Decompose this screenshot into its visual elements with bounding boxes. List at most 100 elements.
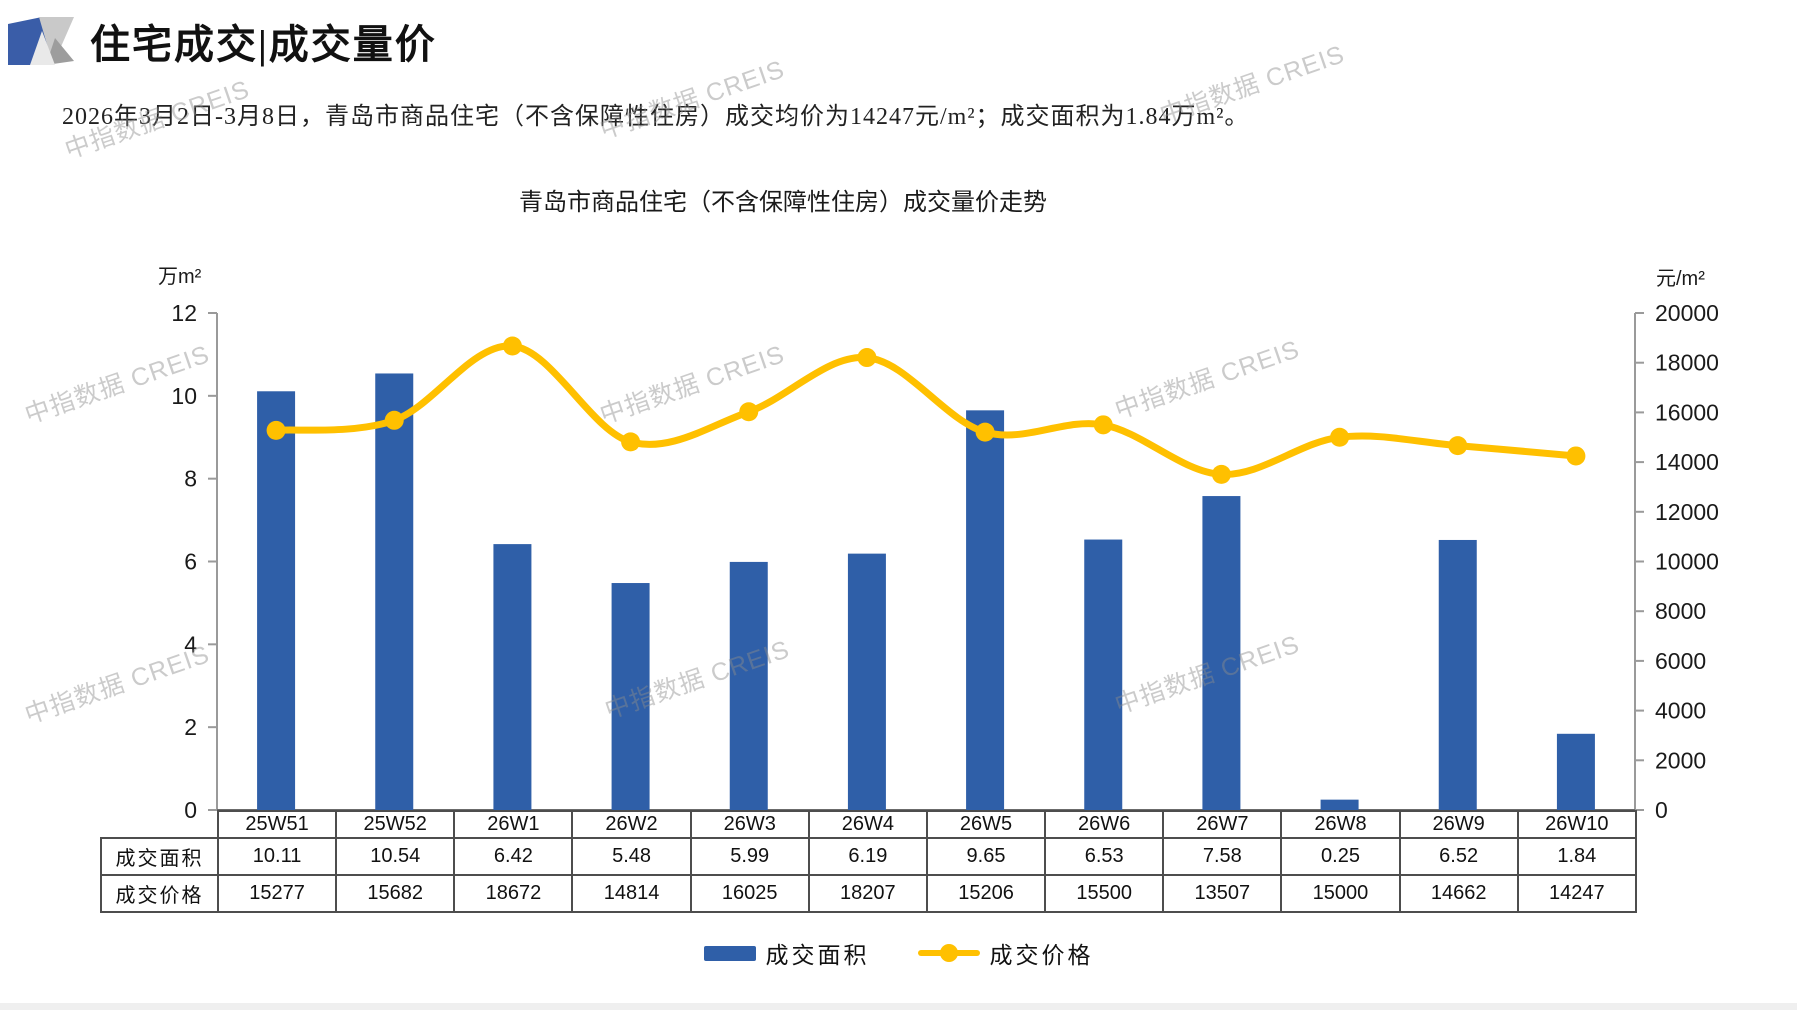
category-label: 25W51	[216, 810, 338, 839]
chart-legend: 成交面积 成交价格	[0, 936, 1797, 970]
category-label: 26W5	[925, 810, 1047, 839]
legend-item-area: 成交面积	[703, 936, 870, 970]
price-marker-26W2	[621, 432, 641, 452]
table-cell: 13507	[1162, 874, 1283, 913]
table-cell: 15682	[335, 874, 456, 913]
price-marker-26W3	[739, 402, 759, 422]
bar-25W51	[257, 391, 296, 810]
category-label: 26W4	[807, 810, 928, 839]
table-row: 成交面积 10.11 10.54 6.42 5.48 5.99 6.19 9.65 6.53 7.…	[100, 837, 1637, 876]
chart-title: 青岛市商品住宅（不含保障性住房）成交量价走势	[519, 190, 1047, 216]
table-cell: 1.84	[1516, 837, 1637, 876]
left-tick-label: 10	[171, 383, 197, 409]
table-cell: 6.53	[1044, 837, 1165, 876]
right-tick-label: 2000	[1655, 747, 1706, 773]
price-marker-26W8	[1330, 427, 1350, 447]
summary-text: 2026年3月2日-3月8日，青岛市商品住宅（不含保障性住房）成交均价为1424…	[62, 104, 1250, 130]
legend-label-area: 成交面积	[765, 943, 870, 968]
category-label: 26W3	[689, 810, 810, 839]
category-label: 25W52	[335, 810, 456, 839]
bar-26W2	[611, 583, 650, 810]
table-cell: 6.42	[453, 837, 574, 876]
table-cell: 0.25	[1280, 837, 1401, 876]
table-cell: 9.65	[925, 837, 1047, 876]
table-cell: 14814	[571, 874, 692, 913]
table-cell: 10.11	[216, 837, 338, 876]
legend-label-price: 成交价格	[989, 943, 1094, 968]
area-bars	[257, 373, 1595, 810]
right-tick-label: 20000	[1655, 300, 1719, 326]
category-label: 26W8	[1280, 810, 1401, 839]
left-tick-label: 2	[184, 714, 197, 740]
category-label: 26W6	[1044, 810, 1165, 839]
right-tick-label: 10000	[1655, 549, 1719, 575]
price-marker-26W6	[1093, 415, 1113, 435]
bar-26W1	[493, 544, 532, 810]
table-cell: 6.52	[1398, 837, 1519, 876]
row-header: 成交面积	[100, 837, 219, 876]
price-marker-26W10	[1566, 446, 1586, 466]
left-axis-unit-label: 万m²	[158, 266, 202, 288]
price-markers	[266, 336, 1586, 484]
bar-26W5	[966, 410, 1005, 810]
category-label: 26W2	[571, 810, 692, 839]
left-tick-label: 8	[184, 466, 197, 492]
table-cell: 15277	[216, 874, 338, 913]
creis-logo-icon	[8, 17, 74, 65]
right-tick-label: 14000	[1655, 449, 1719, 475]
page-header: 住宅成交|成交量价	[8, 12, 437, 70]
table-cell: 7.58	[1162, 837, 1283, 876]
bar-26W6	[1084, 539, 1123, 810]
right-tick-label: 6000	[1655, 648, 1706, 674]
table-row-categories: 25W51 25W52 26W1 26W2 26W3 26W4 26W5 26W6 26W7 26…	[101, 810, 1637, 839]
right-tick-label: 16000	[1655, 399, 1719, 425]
price-marker-25W52	[384, 410, 404, 430]
left-tick-label: 4	[184, 631, 197, 657]
legend-item-price: 成交价格	[917, 936, 1094, 970]
page-title: 住宅成交|成交量价	[90, 22, 437, 67]
area-series-swatch	[703, 945, 756, 961]
table-cell: 5.99	[689, 837, 810, 876]
chart-data-table: 25W51 25W52 26W1 26W2 26W3 26W4 26W5 26W6 26W7 26…	[100, 810, 1637, 913]
price-marker-26W5	[975, 422, 995, 442]
bar-26W4	[847, 553, 886, 810]
right-tick-label: 4000	[1655, 698, 1706, 724]
price-marker-26W9	[1448, 436, 1468, 456]
bar-25W52	[375, 373, 414, 810]
right-tick-label: 12000	[1655, 499, 1719, 525]
price-marker-25W51	[266, 420, 286, 440]
left-tick-label: 6	[184, 549, 197, 575]
bottom-strip	[0, 1003, 1797, 1010]
price-series-swatch	[917, 943, 980, 963]
right-tick-label: 8000	[1655, 598, 1706, 624]
bar-26W9	[1438, 539, 1477, 810]
price-marker-26W7	[1211, 464, 1231, 484]
table-blank-cell	[101, 811, 218, 838]
table-row: 成交价格 15277 15682 18672 14814 16025 18207 15206 1…	[100, 874, 1637, 913]
table-cell: 16025	[689, 874, 810, 913]
price-marker-26W4	[857, 348, 877, 368]
table-cell: 15000	[1280, 874, 1401, 913]
left-tick-label: 12	[171, 300, 197, 326]
left-axis-ticks: 0 2 4 6 8 10 12	[171, 300, 217, 823]
row-header: 成交价格	[100, 874, 219, 913]
category-label: 26W9	[1398, 810, 1519, 839]
table-cell: 14662	[1398, 874, 1519, 913]
table-cell: 18672	[453, 874, 574, 913]
right-axis-unit-label: 元/m²	[1656, 268, 1705, 290]
table-cell: 15500	[1044, 874, 1165, 913]
table-cell: 10.54	[335, 837, 456, 876]
left-tick-label: 0	[184, 797, 197, 823]
table-cell: 18207	[807, 874, 928, 913]
price-line	[272, 342, 1580, 478]
table-cell: 15206	[925, 874, 1047, 913]
bar-26W8	[1320, 799, 1359, 810]
right-axis-ticks: 0 2000 4000 6000 8000 10000 12000 14000 16000 180…	[1635, 300, 1719, 823]
bar-26W3	[729, 561, 768, 810]
table-cell: 6.19	[807, 837, 928, 876]
right-tick-label: 18000	[1655, 350, 1719, 376]
category-label: 26W10	[1516, 810, 1637, 839]
bar-26W7	[1202, 496, 1241, 810]
price-marker-26W1	[502, 336, 522, 356]
